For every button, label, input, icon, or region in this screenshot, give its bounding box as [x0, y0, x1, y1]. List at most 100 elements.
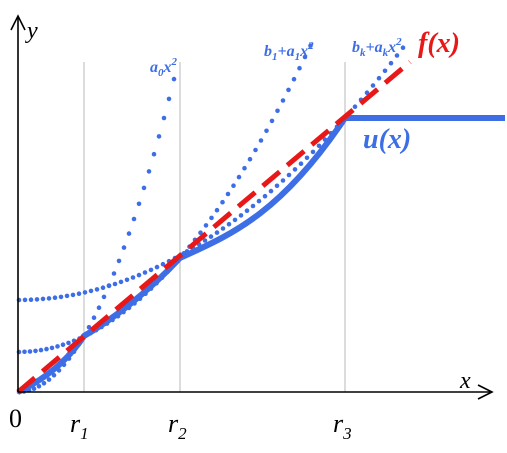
parabola-0-dot — [141, 185, 147, 191]
parabola-1-dot — [33, 348, 38, 354]
parabola-1-dot — [49, 345, 55, 351]
parabola-k-dot — [274, 183, 280, 189]
parabola-dots-group — [16, 43, 406, 395]
parabola-1-dot — [253, 147, 258, 153]
parabola-k-dot — [160, 261, 166, 267]
parabola-k-dot — [214, 230, 220, 235]
parabola-1-dot — [236, 174, 242, 180]
parabola-1-dot — [38, 347, 44, 353]
parabola-k-dot — [34, 297, 40, 302]
parabola-1-dot — [264, 128, 269, 134]
parabola-0-dot — [161, 115, 167, 121]
parabola-k-dot — [244, 208, 250, 213]
parabola-1-dot — [44, 346, 49, 352]
parabola-k-dot — [226, 221, 232, 227]
parabola-k-dot — [280, 178, 286, 183]
parabola-k-dot — [88, 288, 94, 294]
parabola-0-dot — [96, 305, 102, 311]
parabola-1-dot — [55, 344, 60, 349]
parabola-k-dot — [52, 295, 58, 301]
parabola-k-dot — [316, 143, 322, 149]
parabola-1-dot — [291, 76, 297, 82]
parabola-k-dot — [310, 149, 316, 155]
parabola-1-dot — [214, 207, 220, 213]
parabola-k-dot — [256, 198, 262, 204]
parabola-0-dot — [146, 169, 152, 174]
parabola-k-dot — [376, 75, 382, 81]
parabola-k-dot — [250, 203, 256, 209]
parabola-k-dot — [298, 161, 304, 166]
parabola-k-dot — [100, 285, 106, 291]
parabola-1-dot — [220, 199, 225, 205]
parabola-1-dot — [275, 108, 280, 114]
parabola-0-dot — [131, 216, 137, 222]
parabola-1-dot — [308, 43, 313, 48]
parabola-k-dot — [208, 234, 214, 239]
parabola-1-dot — [22, 349, 27, 355]
parabola-1-dot — [203, 223, 209, 228]
parabola-1-dot — [280, 98, 286, 103]
parabola-k-dot — [118, 279, 124, 285]
parabola-1-dot — [231, 183, 236, 188]
parabola-k-dot — [352, 104, 358, 109]
parabola-1-dot — [225, 191, 231, 197]
parabola-0-dot — [116, 258, 122, 264]
parabola-1-dot — [247, 156, 253, 162]
origin-label: 0 — [9, 404, 22, 433]
parabola-k-dot — [142, 270, 148, 275]
parabola-k-dot — [268, 188, 274, 194]
parabola-k-dot — [70, 292, 76, 298]
y-axis-arrowhead — [10, 14, 26, 31]
parabola-k-dot — [94, 287, 100, 292]
parabola-1-dot — [242, 165, 247, 171]
parabola-k-dot — [394, 53, 400, 58]
parabola-k-dot — [58, 294, 64, 300]
parabola-k-dot — [76, 291, 82, 297]
parabola-1-dot — [297, 65, 302, 71]
parabola-k-dot — [202, 238, 208, 243]
parabola-k-dot — [382, 68, 388, 74]
parabola-0-dot — [156, 134, 162, 139]
parabola-k-dot — [82, 290, 88, 295]
parabola-k-dot — [262, 193, 268, 199]
parabola-0-dot — [136, 201, 142, 207]
parabola-k-dot — [154, 264, 160, 270]
parabola-k-dot — [220, 226, 226, 231]
parabola-k-dot — [304, 155, 310, 161]
parabola-1-dot — [66, 340, 71, 346]
parabola-0-dot — [46, 377, 52, 382]
parabola-0-dot — [111, 271, 117, 276]
parabola-0-dot — [36, 384, 42, 389]
parabola-k-dot — [28, 297, 34, 303]
parabola-k-dot — [46, 296, 52, 301]
parabola-1-dot — [269, 118, 275, 124]
parabola-0-dot — [121, 245, 127, 250]
parabola-0-dot — [151, 151, 157, 157]
f-line — [16, 60, 412, 394]
parabola-1-dot — [27, 349, 33, 354]
parabola-0-dot — [166, 96, 172, 102]
x-axis-arrowhead — [477, 384, 494, 400]
parabola-1-dot — [209, 215, 214, 221]
x-axis-label: x — [459, 368, 471, 394]
parabola1-label: b1+a1x2 — [264, 40, 314, 63]
parabola-k-dot — [64, 293, 70, 299]
parabola-k-dot — [130, 275, 136, 280]
u-label: u(x) — [363, 124, 411, 155]
r3-label: r3 — [333, 409, 352, 443]
parabola-k-dot — [136, 272, 142, 278]
parabola-1-dot — [198, 230, 203, 235]
parabola-k-dot — [400, 45, 406, 50]
parabola-k-dot — [124, 277, 130, 283]
parabola-k-dot — [286, 172, 292, 178]
parabola-k-dot — [22, 297, 28, 303]
parabola-k-dot — [388, 60, 394, 66]
parabola-0-dot — [91, 315, 97, 321]
r2-label: r2 — [168, 409, 187, 443]
parabola-1-dot — [286, 87, 291, 93]
y-axis-label: y — [25, 18, 38, 44]
parabolak-label: bk+akx2 — [352, 36, 402, 59]
f-label: f(x) — [418, 28, 460, 59]
parabola-k-dot — [112, 281, 118, 287]
